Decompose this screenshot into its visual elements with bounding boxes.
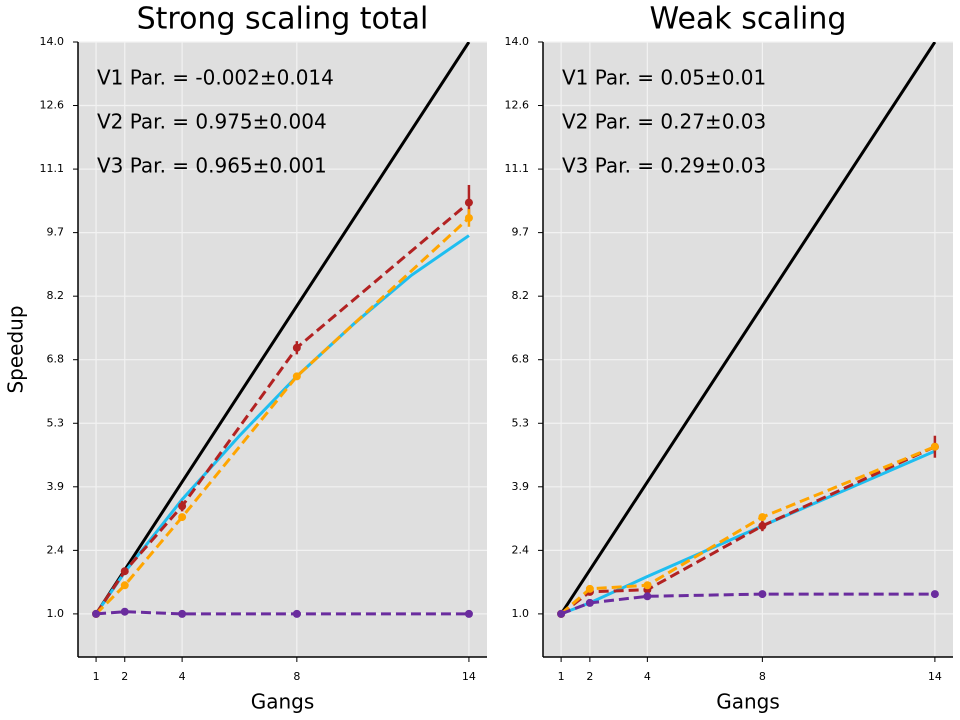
annotation: V2 Par. = 0.975±0.004 — [97, 110, 327, 134]
chart-title: Strong scaling total — [137, 2, 429, 37]
x-tick-label: 1 — [558, 670, 565, 683]
x-tick-label: 8 — [759, 670, 766, 683]
y-tick-label: 11.1 — [505, 162, 530, 175]
series-line — [560, 592, 935, 616]
marker — [178, 502, 187, 511]
y-tick-label: 5.3 — [47, 416, 65, 429]
x-axis-label: Gangs — [251, 690, 315, 714]
y-tick-label: 1.0 — [47, 607, 65, 620]
marker — [758, 513, 767, 522]
y-tick-label: 8.2 — [47, 289, 65, 302]
y-tick-label: 1.0 — [512, 607, 530, 620]
y-tick-label: 12.6 — [505, 99, 530, 112]
series-line — [94, 42, 471, 615]
marker — [464, 609, 473, 618]
y-tick-label: 2.4 — [512, 543, 530, 556]
annotation: V1 Par. = 0.05±0.01 — [562, 66, 766, 90]
y-tick-label: 3.9 — [512, 480, 530, 493]
y-axis-label: Speedup — [4, 305, 28, 393]
marker — [585, 584, 594, 593]
y-tick-label: 3.9 — [47, 480, 65, 493]
x-tick-label: 8 — [293, 670, 300, 683]
marker — [178, 609, 187, 618]
y-tick-label: 9.7 — [512, 226, 530, 239]
y-tick-label: 6.8 — [47, 353, 65, 366]
marker — [120, 567, 129, 576]
y-tick-label: 11.1 — [40, 162, 65, 175]
marker — [557, 609, 566, 618]
marker — [930, 590, 939, 599]
x-axis-label: Gangs — [716, 690, 780, 714]
marker — [758, 590, 767, 599]
marker — [292, 372, 301, 381]
y-tick-label: 2.4 — [47, 543, 65, 556]
marker — [930, 442, 939, 451]
x-tick-label: 4 — [179, 670, 186, 683]
y-tick-label: 14.0 — [40, 35, 65, 48]
y-tick-label: 6.8 — [512, 353, 530, 366]
x-tick-label: 14 — [462, 670, 476, 683]
y-tick-label: 12.6 — [40, 99, 65, 112]
y-tick-label: 9.7 — [47, 226, 65, 239]
chart-title: Weak scaling — [650, 2, 847, 37]
y-tick-label: 5.3 — [512, 416, 530, 429]
series-line — [95, 610, 469, 616]
series-line — [559, 42, 937, 615]
marker — [464, 213, 473, 222]
marker — [464, 198, 473, 207]
marker — [292, 343, 301, 352]
y-tick-label: 14.0 — [505, 35, 530, 48]
marker — [178, 513, 187, 522]
x-tick-label: 1 — [93, 670, 100, 683]
annotation: V2 Par. = 0.27±0.03 — [562, 110, 766, 134]
x-tick-label: 14 — [928, 670, 942, 683]
annotation: V1 Par. = -0.002±0.014 — [97, 66, 334, 90]
annotation: V3 Par. = 0.965±0.001 — [97, 154, 327, 178]
plot-area — [78, 42, 487, 657]
marker — [120, 581, 129, 590]
marker — [758, 521, 767, 530]
x-tick-label: 2 — [586, 670, 593, 683]
x-tick-label: 4 — [644, 670, 651, 683]
marker — [292, 609, 301, 618]
marker — [120, 607, 129, 616]
y-tick-label: 8.2 — [512, 289, 530, 302]
marker — [92, 609, 101, 618]
marker — [643, 581, 652, 590]
annotation: V3 Par. = 0.29±0.03 — [562, 154, 766, 178]
marker — [585, 598, 594, 607]
plot-area — [543, 42, 953, 657]
marker — [643, 592, 652, 601]
x-tick-label: 2 — [121, 670, 128, 683]
